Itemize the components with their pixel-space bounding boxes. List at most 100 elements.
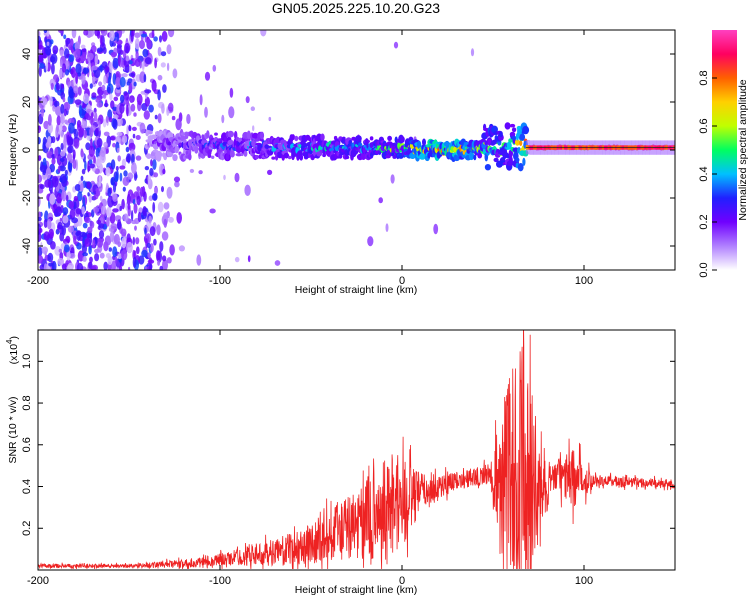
spectrogram-noise-blob [119, 265, 123, 270]
spectrogram-noise-blob [148, 215, 152, 224]
spectrogram-noise-blob [146, 38, 152, 50]
spectrogram-noise-blob [126, 241, 133, 254]
spectrogram-ridge-blob [511, 127, 517, 133]
spectrogram-noise-blob [252, 125, 255, 132]
spectrogram-noise-blob [96, 47, 104, 53]
spectrogram-noise-blob [120, 228, 127, 237]
spectrogram-noise-blob [103, 75, 107, 85]
spectrogram-noise-blob [136, 93, 143, 106]
spectrogram-ridge-blob [271, 156, 276, 160]
spectrogram-noise-blob [144, 266, 148, 270]
spectrogram-noise-blob [162, 259, 168, 270]
spectrogram-noise-blob [59, 68, 63, 79]
spectrogram-noise-blob [125, 55, 130, 62]
spectrogram-noise-blob [123, 213, 129, 222]
spectrogram-noise-blob [96, 102, 103, 108]
spectrogram-noise-blob [127, 78, 133, 84]
spectrogram-noise-blob [109, 230, 115, 243]
spectrogram-ridge-blob [506, 141, 512, 150]
spectrogram-noise-blob [153, 238, 157, 246]
spectrogram-noise-blob [88, 245, 92, 255]
spectrogram-noise-blob [204, 106, 208, 118]
spectrogram-noise-blob [51, 175, 59, 188]
spectrogram-noise-blob [123, 92, 130, 101]
spectrogram-noise-blob [77, 215, 83, 227]
spectrogram-noise-blob [156, 224, 161, 236]
spectrogram-ridge-blob [174, 145, 179, 153]
spectrogram-ridge-blob [473, 154, 477, 161]
spectrogram-x-axis-label: Height of straight line (km) [295, 284, 418, 296]
spectrogram-noise-blob [88, 30, 95, 37]
spectrogram-noise-blob [128, 124, 131, 132]
spectrogram-noise-blob [62, 63, 66, 73]
spectrogram-noise-blob [60, 103, 65, 115]
colorbar-tick-label: 0.8 [698, 70, 710, 85]
spectrogram-noise-blob [84, 160, 87, 171]
spectrogram-ridge-blob [283, 152, 290, 159]
spectrogram-noise-blob [76, 242, 82, 250]
spectrogram-noise-blob [118, 54, 121, 67]
colorbar-ticks: 0.0 0.2 0.4 0.6 0.8 [698, 70, 717, 278]
spectrogram-noise-blob [161, 30, 168, 42]
spectrogram-noise-blob [149, 243, 154, 253]
spectrogram-noise-blob [122, 176, 130, 186]
spectrogram-noise-blob [433, 223, 439, 235]
spectrogram-noise-blob [390, 174, 395, 184]
spectrogram-ridge-blob [320, 133, 325, 141]
spectrogram-noise-blob [80, 44, 86, 49]
spectrogram-noise-blob [60, 142, 64, 151]
spectrogram-noise-blob [68, 54, 75, 63]
spectrogram-noise-blob [110, 51, 117, 58]
spectrogram-noise-blob [57, 165, 61, 173]
spectrogram-noise-blob [159, 241, 164, 252]
spectrogram-noise-blob [98, 175, 102, 187]
spectrogram-noise-blob [169, 244, 175, 256]
spectrogram-noise-blob [141, 60, 145, 72]
spectrogram-noise-blob [136, 195, 141, 206]
spectrogram-noise-blob [75, 208, 82, 215]
spectrogram-ridge-blob [254, 154, 259, 160]
spectrogram-noise-blob [47, 54, 52, 65]
spectrogram-noise-blob [65, 37, 71, 45]
spectrogram-noise-blob [79, 183, 84, 192]
spectrogram-noise-blob [157, 201, 164, 213]
spectrogram-halo [675, 140, 679, 154]
spectrogram-noise-blob [135, 50, 139, 60]
spectrogram-ridge-blob [341, 136, 346, 141]
spectrogram-noise-blob [134, 32, 141, 38]
spectrogram-noise-blob [72, 158, 77, 170]
spectrogram-noise-blob [144, 166, 150, 171]
spectrogram-noise-blob [99, 195, 103, 202]
spectrogram-ridge-blob [344, 155, 350, 160]
spectrogram-ridge-blob [468, 151, 475, 161]
spectrogram-noise-blob [63, 108, 67, 117]
spectrogram-noise-blob [74, 48, 81, 60]
spectrogram-noise-blob [154, 186, 158, 194]
spectrogram-noise-blob [87, 226, 93, 234]
spectrogram-noise-blob [41, 246, 48, 254]
spectrogram-noise-blob [168, 30, 175, 38]
spectrogram-noise-blob [159, 35, 162, 43]
spectrogram-ridge-blob [504, 122, 511, 130]
spectrogram-ridge-blob [243, 150, 248, 157]
spectrogram-noise-blob [75, 63, 82, 75]
snr-y-scale-label: (x104) [5, 336, 20, 364]
spectrogram-noise-blob [136, 186, 141, 192]
spectrogram-noise-blob [132, 198, 136, 205]
spectrogram-noise-blob [367, 236, 374, 247]
spectrogram-noise-blob [59, 165, 66, 172]
spectrogram-noise-blob [80, 175, 84, 182]
spectrogram-noise-blob [38, 35, 41, 44]
spectrogram-ridge-blob [422, 138, 426, 146]
spectrogram-noise-blob [61, 83, 65, 89]
spectrogram-noise-blob [160, 62, 166, 68]
spectrogram-noise-blob [101, 30, 108, 36]
x-tick-label: 0 [399, 575, 405, 587]
spectrogram-noise-blob [82, 256, 87, 262]
spectrogram-noise-blob [157, 46, 162, 57]
spectrogram-noise-blob [38, 136, 41, 145]
spectrogram-noise-blob [142, 48, 149, 58]
spectrogram-noise-blob [139, 186, 144, 197]
spectrogram-noise-blob [82, 252, 88, 257]
spectrogram-ridge-blob [522, 125, 530, 135]
